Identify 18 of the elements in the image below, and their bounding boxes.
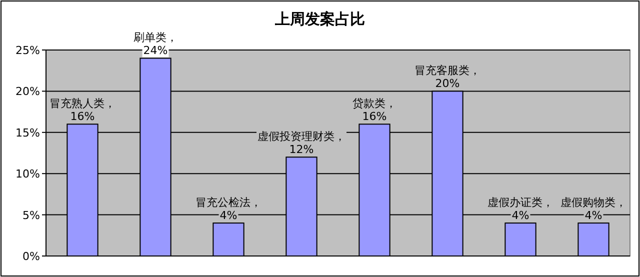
data-label: 虚假购物类，4% — [560, 196, 626, 222]
data-label: 虚假办证类，4% — [488, 196, 554, 222]
data-label: 贷款类，16% — [352, 97, 396, 124]
data-label: 刷单类，24% — [134, 31, 178, 58]
bar — [504, 222, 536, 256]
y-tick-label: 10% — [16, 168, 40, 181]
bar — [212, 222, 244, 256]
y-tick-label: 0% — [22, 250, 40, 263]
y-tick-label: 5% — [22, 208, 40, 222]
data-label: 虚假投资理财类，12% — [258, 130, 346, 156]
chart-title: 上周发案占比 — [274, 10, 365, 28]
y-tick-label: 15% — [16, 126, 40, 140]
y-tick-label: 20% — [16, 85, 40, 98]
bar — [578, 222, 610, 256]
data-label: 冒充客服类，20% — [414, 64, 480, 90]
data-label: 冒充公检法，4% — [196, 196, 262, 222]
y-tick-label: 25% — [16, 44, 40, 57]
data-label: 冒充熟人类，16% — [50, 97, 116, 124]
